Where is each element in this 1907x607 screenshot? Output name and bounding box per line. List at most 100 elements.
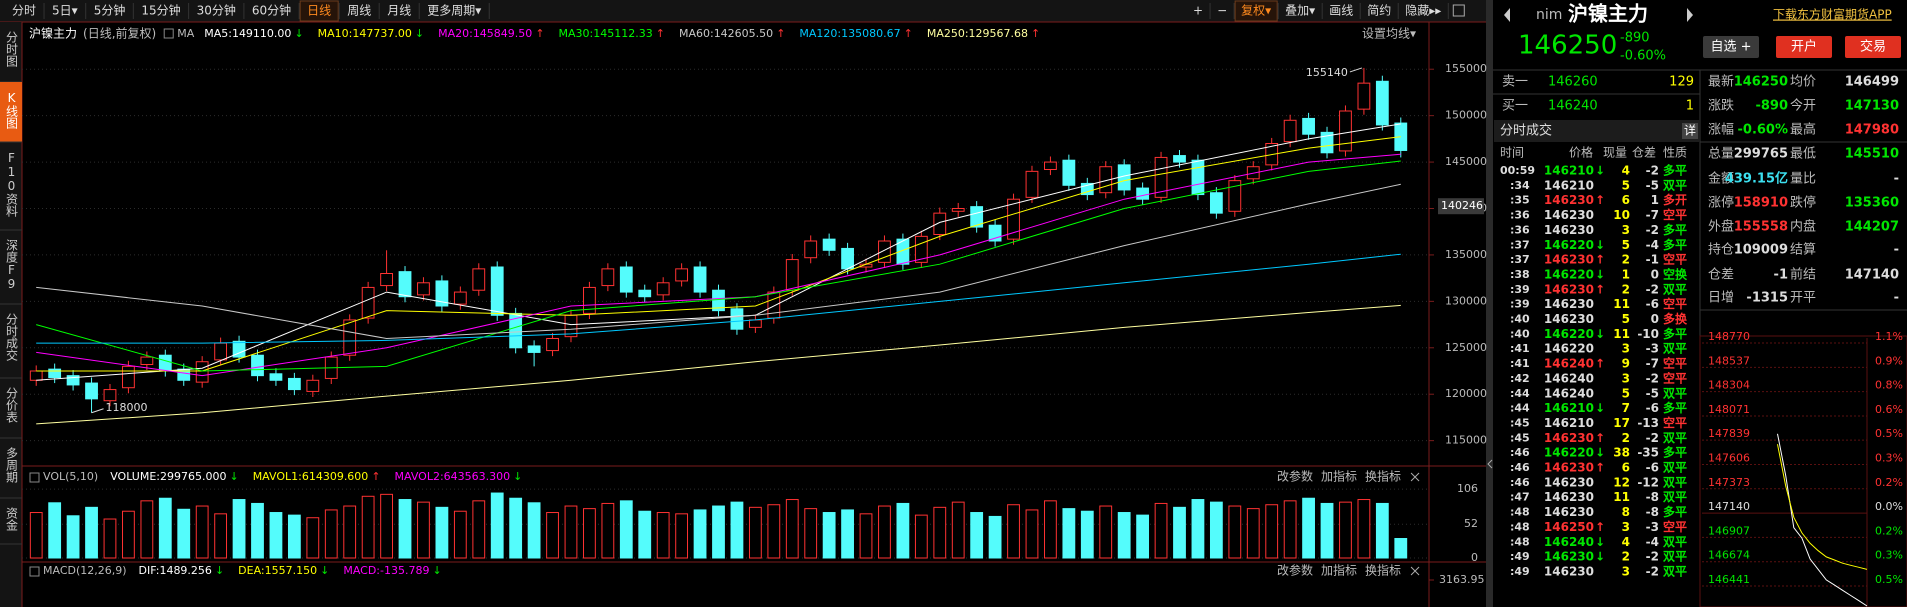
candle-body: [583, 286, 596, 314]
period-tab[interactable]: 月线: [387, 4, 411, 18]
quote-label: 今开: [1790, 98, 1816, 114]
tick-nature: 双平: [1663, 282, 1687, 296]
candle-body: [730, 308, 744, 330]
action-button-label[interactable]: 开户: [1791, 39, 1817, 55]
tool-button[interactable]: −: [1217, 4, 1227, 18]
volume-bar: [1025, 509, 1039, 559]
pct-label: 0.8%: [1875, 379, 1903, 392]
pane-close[interactable]: [1410, 566, 1420, 576]
volume-bar: [269, 512, 283, 559]
period-tab[interactable]: 30分钟: [197, 3, 236, 18]
quote-label: 日增: [1708, 291, 1734, 306]
next-arrow[interactable]: [1687, 8, 1693, 22]
volume-bar: [195, 505, 209, 559]
pane-tool[interactable]: 改参数: [1277, 563, 1313, 578]
quote-value: 147130: [1845, 99, 1899, 114]
action-button[interactable]: [1845, 36, 1901, 58]
pane-tool[interactable]: 换指标: [1365, 469, 1401, 484]
tick-nature: 空换: [1663, 266, 1688, 281]
pane-tool[interactable]: 加指标: [1321, 563, 1357, 578]
y-tick-label: 125000: [1445, 341, 1487, 354]
book-volume: 1: [1686, 99, 1694, 114]
volume-bar: [638, 510, 652, 559]
period-tab[interactable]: 周线: [347, 4, 371, 18]
candle-body: [343, 319, 357, 356]
candle-body: [380, 273, 393, 287]
detail-button-bg[interactable]: [1682, 123, 1698, 139]
action-button-label[interactable]: 自选 +: [1710, 40, 1751, 55]
sidebar-tab[interactable]: F10资料: [5, 151, 19, 217]
sidebar-active-bg: [0, 82, 22, 142]
sidebar-tab[interactable]: 深度F9: [5, 239, 19, 291]
tick-time: :46: [1510, 461, 1530, 474]
pane-checkbox[interactable]: [29, 566, 40, 577]
period-tab[interactable]: 日线: [307, 4, 331, 18]
toolbar-bg: [0, 0, 1490, 22]
sidebar-tab[interactable]: 分时成交: [5, 313, 19, 362]
sidebar-tab[interactable]: 分时图: [5, 31, 19, 67]
sidebar-tab[interactable]: 多周期: [5, 447, 19, 483]
volume-bar: [435, 506, 449, 559]
tool-button[interactable]: +: [1193, 4, 1203, 18]
pane-tool[interactable]: 加指标: [1321, 469, 1357, 484]
prev-arrow[interactable]: [1504, 8, 1510, 22]
action-button[interactable]: [1776, 36, 1832, 58]
tick-price: 146230: [1544, 490, 1594, 504]
period-tab[interactable]: 15分钟: [141, 3, 180, 18]
tool-button[interactable]: 复权▾: [1241, 4, 1271, 18]
sidebar-tab[interactable]: K线图: [5, 91, 19, 129]
quote-value: 299765: [1734, 147, 1788, 162]
fullscreen-icon[interactable]: [1452, 4, 1465, 17]
legend-item: MA30:145112.33: [559, 27, 653, 40]
ma-checkbox[interactable]: [163, 28, 174, 39]
action-button-label[interactable]: 交易: [1860, 39, 1886, 55]
candle-body: [1339, 110, 1352, 152]
tick-volume: 11: [1613, 297, 1630, 311]
tick-volume: 1: [1622, 267, 1630, 281]
tick-volume: 17: [1613, 416, 1630, 430]
tick-time: :37: [1510, 238, 1530, 251]
pane-close[interactable]: [1410, 472, 1420, 482]
sidebar-tab[interactable]: 资金: [5, 507, 19, 531]
ticks-detail[interactable]: 详: [1684, 123, 1696, 138]
period-tab[interactable]: 5日▾: [52, 4, 78, 18]
volume-bar: [85, 506, 98, 559]
tool-button[interactable]: 隐藏▸▸: [1405, 4, 1441, 18]
tick-price: 146220: [1544, 238, 1594, 252]
leader: [1349, 67, 1363, 73]
pct-label: 0.5%: [1875, 427, 1903, 440]
period-tab[interactable]: 分时: [12, 4, 36, 18]
app-link[interactable]: 下载东方财富期货APP: [1773, 7, 1892, 22]
book-label: 买一: [1502, 99, 1528, 114]
tool-active-bg: [1234, 0, 1278, 22]
tick-oi: -5: [1646, 386, 1659, 400]
legend-arrow: ↓: [294, 27, 303, 40]
tool-button[interactable]: 简约: [1367, 3, 1391, 18]
pane-checkbox[interactable]: [29, 472, 40, 483]
candle-body: [1375, 80, 1389, 126]
period-tab[interactable]: 60分钟: [252, 3, 291, 18]
sidebar-tab[interactable]: 分价表: [5, 387, 19, 423]
splitter[interactable]: [1486, 0, 1493, 607]
tick-price: 146230: [1544, 461, 1594, 475]
pct-label: 0.0%: [1875, 500, 1903, 513]
volume-bar: [1375, 502, 1389, 559]
pct-label: 0.6%: [1875, 403, 1903, 416]
cursor-price: 140246: [1441, 199, 1483, 212]
tool-button[interactable]: 画线: [1329, 4, 1353, 18]
tick-time: :35: [1510, 194, 1530, 207]
tick-price: 146250: [1544, 520, 1594, 534]
quote-label: 仓差: [1708, 268, 1734, 283]
action-button[interactable]: [1703, 36, 1759, 58]
candle-body: [490, 266, 504, 316]
period-tab[interactable]: 5分钟: [94, 3, 126, 18]
tick-arrow: ↓: [1595, 401, 1605, 415]
period-tab[interactable]: 更多周期▾: [427, 4, 481, 18]
quote-label: 量比: [1790, 172, 1816, 187]
tool-button[interactable]: 叠加▾: [1285, 4, 1315, 18]
pane-tool[interactable]: 改参数: [1277, 469, 1313, 484]
tick-volume: 2: [1622, 431, 1630, 445]
tick-nature: 双平: [1663, 550, 1687, 564]
ma-settings[interactable]: 设置均线▾: [1362, 27, 1416, 41]
pane-tool[interactable]: 换指标: [1365, 563, 1401, 578]
